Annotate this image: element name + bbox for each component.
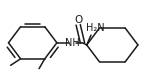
- Text: H₂N: H₂N: [86, 23, 105, 33]
- Text: O: O: [74, 15, 82, 25]
- Text: NH: NH: [65, 38, 80, 48]
